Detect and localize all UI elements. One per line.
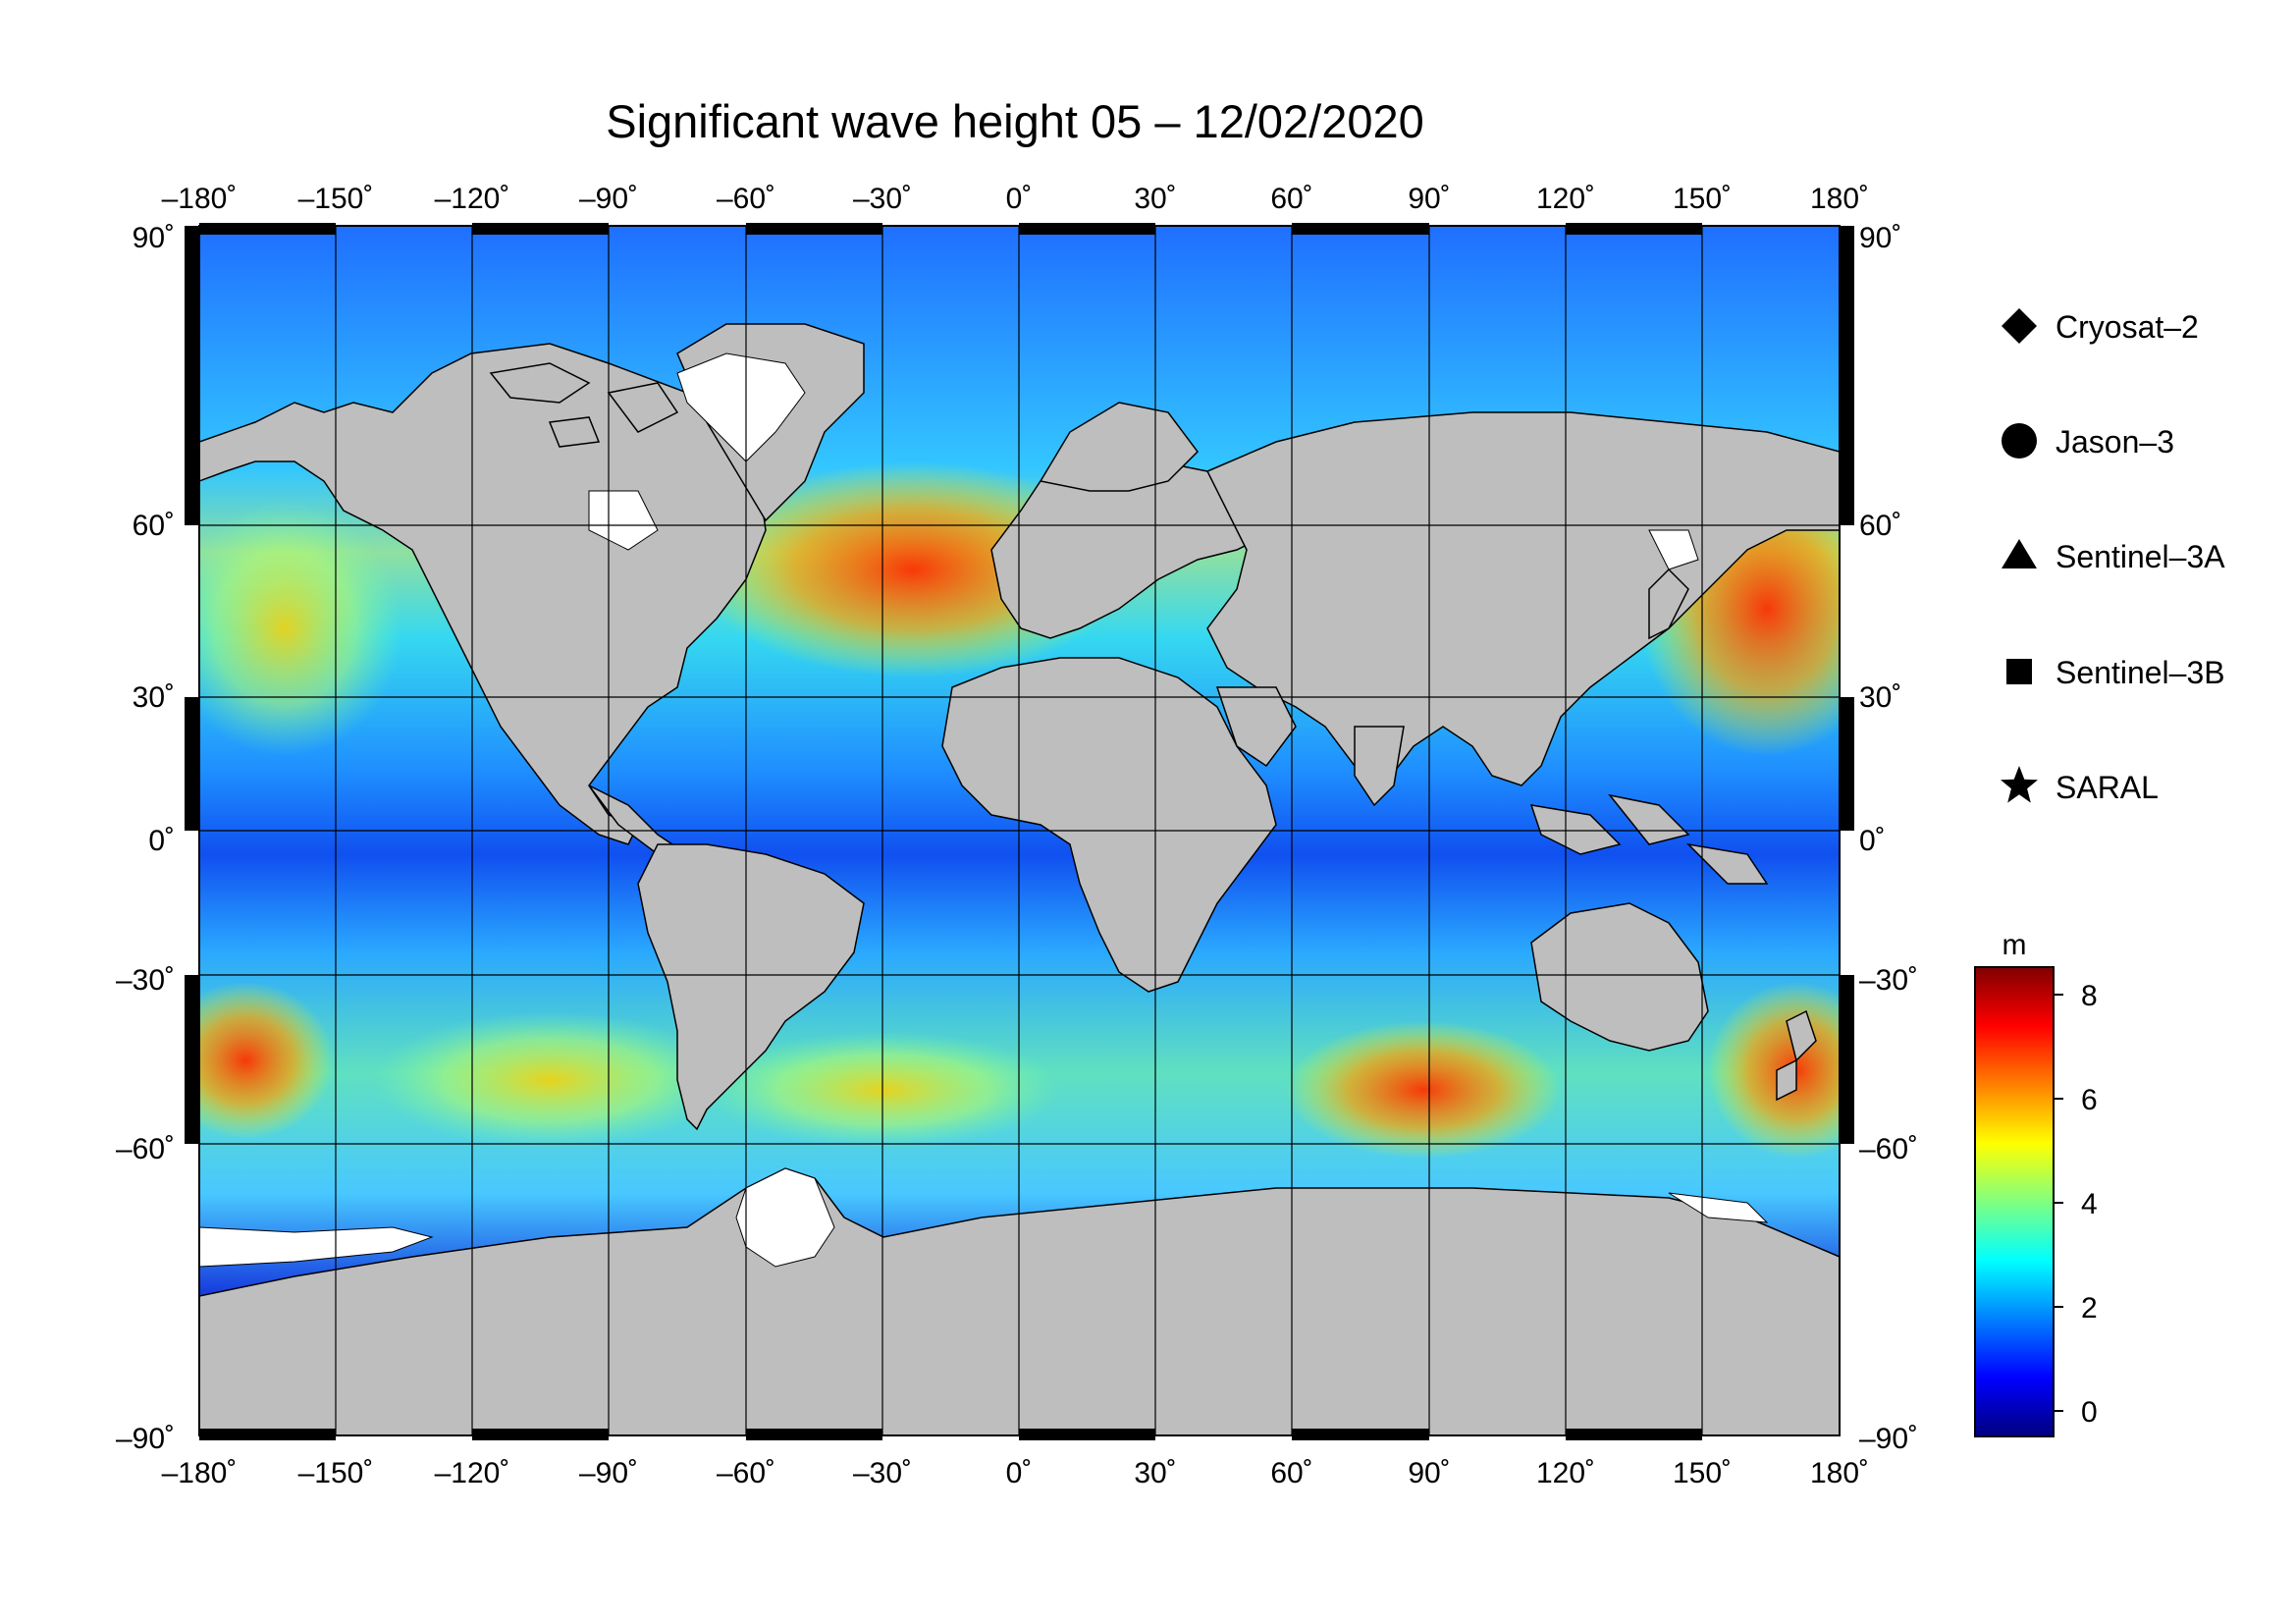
- hudson-ice: [588, 490, 659, 551]
- lat-label: –30˚: [116, 964, 175, 997]
- lat-label: –30˚: [1859, 964, 1918, 997]
- okhotsk-ice: [1648, 529, 1699, 570]
- lon-label: 60˚: [1270, 183, 1312, 215]
- colorbar-tick: 8: [2081, 980, 2098, 1012]
- colorbar-gradient: [1974, 966, 2055, 1437]
- arabia-india-land: [1215, 686, 1405, 807]
- map-title: Significant wave height 05 – 12/02/2020: [606, 95, 1424, 147]
- lat-label: 90˚: [133, 222, 175, 254]
- lat-label: 60˚: [1859, 510, 1901, 542]
- legend-label: Jason–3: [2056, 424, 2174, 460]
- lon-label: –60˚: [717, 183, 775, 215]
- south-indian-high-waves: [1286, 1021, 1561, 1159]
- legend-label: Cryosat–2: [2056, 309, 2199, 345]
- lon-label: 0˚: [1006, 1457, 1033, 1489]
- lat-label: –90˚: [116, 1423, 175, 1455]
- sea-ice: [199, 352, 1769, 1268]
- legend-item-cryosat: Cryosat–2: [2002, 308, 2199, 345]
- asia-land: [1205, 411, 1840, 787]
- lon-labels-bottom: –180˚ –150˚ –120˚ –90˚ –60˚ –30˚ 0˚ 30˚ …: [162, 1457, 1869, 1489]
- satellite-legend: Cryosat–2 Jason–3 Sentinel–3A Sentinel–3…: [2001, 308, 2225, 805]
- lon-label: 0˚: [1006, 183, 1033, 215]
- lat-label: –90˚: [1859, 1423, 1918, 1455]
- lon-label: –150˚: [298, 1457, 374, 1489]
- circle-icon: [2002, 423, 2037, 459]
- lon-label: –30˚: [853, 183, 912, 215]
- east-antarctic-ice: [1668, 1192, 1769, 1223]
- legend-label: SARAL: [2056, 770, 2159, 805]
- lat-label: 0˚: [1859, 825, 1886, 857]
- ross-ice: [199, 1226, 434, 1268]
- lon-label: –150˚: [298, 183, 374, 215]
- lon-label: 30˚: [1134, 1457, 1176, 1489]
- lat-label: –60˚: [1859, 1133, 1918, 1165]
- lon-label: 150˚: [1673, 1457, 1732, 1489]
- colorbar-tick: 4: [2081, 1188, 2098, 1220]
- south-atlantic-waves: [707, 1031, 1060, 1149]
- map-frame-bars: [185, 223, 1854, 1440]
- map-area: [199, 226, 1840, 1435]
- weddell-ice: [735, 1167, 835, 1268]
- lon-label: 150˚: [1673, 183, 1732, 215]
- lat-label: 90˚: [1859, 222, 1901, 254]
- lon-label: 120˚: [1536, 1457, 1595, 1489]
- lon-label: 90˚: [1408, 183, 1450, 215]
- lon-label: –120˚: [435, 183, 510, 215]
- lat-label: 30˚: [133, 681, 175, 714]
- lon-label: 180˚: [1810, 1457, 1869, 1489]
- lat-label: 0˚: [148, 825, 175, 857]
- legend-label: Sentinel–3A: [2056, 539, 2225, 574]
- legend-label: Sentinel–3B: [2056, 655, 2225, 690]
- indonesia-land: [1529, 793, 1769, 885]
- legend-item-saral: SARAL: [2001, 766, 2159, 805]
- legend-item-sentinel-3b: Sentinel–3B: [2006, 655, 2225, 690]
- colorbar-unit: m: [2002, 929, 2027, 961]
- lat-label: –60˚: [116, 1133, 175, 1165]
- lat-labels-left: 90˚ 60˚ 30˚ 0˚ –30˚ –60˚ –90˚: [116, 222, 175, 1455]
- triangle-icon: [2002, 539, 2037, 568]
- colorbar-ticks: 8 6 4 2 0: [2054, 980, 2098, 1429]
- star-icon: [2001, 766, 2038, 803]
- lon-label: 120˚: [1536, 183, 1595, 215]
- colorbar-tick: 2: [2081, 1292, 2098, 1325]
- graticule: [199, 226, 1840, 1435]
- lon-label: –180˚: [162, 183, 238, 215]
- colorbar: m 8 6 4 2 0: [1974, 929, 2098, 1437]
- scandinavia-land: [1039, 402, 1199, 492]
- south-pacific-high-waves: [199, 982, 334, 1139]
- south-pacific-waves: [373, 1011, 726, 1149]
- lon-label: –180˚: [162, 1457, 238, 1489]
- colorbar-tick: 0: [2081, 1396, 2098, 1429]
- lon-label: 60˚: [1270, 1457, 1312, 1489]
- lon-label: –90˚: [579, 183, 638, 215]
- lon-labels-top: –180˚ –150˚ –120˚ –90˚ –60˚ –30˚ 0˚ 30˚ …: [162, 183, 1869, 215]
- lat-label: 60˚: [133, 510, 175, 542]
- diamond-icon: [2002, 308, 2037, 344]
- lon-label: –60˚: [717, 1457, 775, 1489]
- arctic-islands-land: [489, 362, 679, 448]
- lat-label: 30˚: [1859, 681, 1901, 714]
- japan-land: [1648, 568, 1689, 640]
- colorbar-tick: 6: [2081, 1084, 2098, 1116]
- lon-label: 90˚: [1408, 1457, 1450, 1489]
- lon-label: –120˚: [435, 1457, 510, 1489]
- lon-label: 180˚: [1810, 183, 1869, 215]
- north-pacific-east-high-waves: [199, 501, 402, 756]
- square-icon: [2006, 659, 2032, 684]
- lat-labels-right: 90˚ 60˚ 30˚ 0˚ –30˚ –60˚ –90˚: [1859, 222, 1918, 1455]
- lon-label: 30˚: [1134, 183, 1176, 215]
- legend-item-jason: Jason–3: [2002, 423, 2174, 460]
- north-america-land: [199, 343, 767, 845]
- new-zealand-land: [1776, 1009, 1817, 1102]
- south-america-land: [637, 843, 865, 1131]
- lon-label: –90˚: [579, 1457, 638, 1489]
- legend-item-sentinel-3a: Sentinel–3A: [2002, 539, 2225, 574]
- lon-label: –30˚: [853, 1457, 912, 1489]
- africa-land: [941, 657, 1277, 993]
